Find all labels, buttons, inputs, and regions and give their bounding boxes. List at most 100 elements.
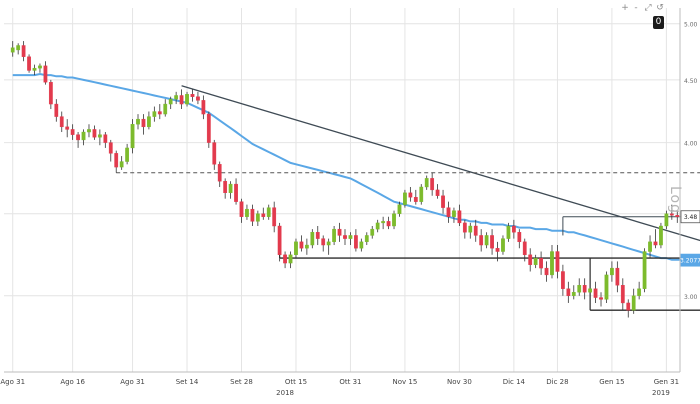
candle-down bbox=[582, 285, 587, 293]
candle-down bbox=[615, 267, 620, 286]
candle-down bbox=[343, 235, 347, 239]
candle-up bbox=[163, 103, 168, 115]
candle-down bbox=[354, 235, 358, 249]
candle-down bbox=[27, 56, 31, 71]
candle-down bbox=[462, 222, 467, 233]
candle-down bbox=[675, 215, 680, 217]
candle-up bbox=[501, 238, 505, 252]
candle-up bbox=[81, 131, 86, 141]
y-tick-label: 3.00 bbox=[684, 294, 698, 301]
candle-down bbox=[479, 235, 484, 246]
candle-down bbox=[76, 134, 80, 141]
candle-down bbox=[65, 126, 70, 130]
x-tick-label: Ott 31 bbox=[339, 378, 361, 386]
candle-down bbox=[490, 235, 494, 249]
candle-down bbox=[250, 208, 255, 222]
candle-down bbox=[108, 142, 113, 154]
candle-down bbox=[522, 241, 527, 256]
candle-up bbox=[152, 111, 157, 117]
candle-down bbox=[473, 225, 478, 236]
candle-down bbox=[599, 297, 603, 300]
y-tick-label: 4.00 bbox=[684, 141, 698, 148]
candle-down bbox=[413, 197, 418, 202]
log-scale-label[interactable]: Log bbox=[667, 186, 683, 215]
candle-up bbox=[348, 235, 353, 239]
candle-up bbox=[266, 207, 271, 217]
candle-down bbox=[669, 213, 674, 216]
candle-up bbox=[659, 225, 663, 246]
candle-down bbox=[179, 95, 184, 105]
candle-up bbox=[533, 257, 538, 265]
price-tag-label: 3.2077 bbox=[680, 258, 700, 265]
candle-up bbox=[397, 204, 402, 214]
candle-up bbox=[637, 288, 642, 296]
x-tick-label: Gen 31 bbox=[654, 378, 679, 386]
x-tick-label: Ago 31 bbox=[0, 378, 25, 386]
candle-down bbox=[620, 285, 625, 304]
candle-down bbox=[441, 195, 445, 208]
candle-up bbox=[642, 251, 647, 289]
candle-up bbox=[326, 241, 331, 246]
candle-down bbox=[70, 129, 75, 135]
candle-down bbox=[430, 178, 435, 191]
candle-up bbox=[364, 235, 369, 243]
candle-down bbox=[511, 225, 516, 233]
candle-down bbox=[457, 210, 462, 224]
x-tick-label: Ago 16 bbox=[60, 378, 85, 386]
candle-down bbox=[315, 232, 320, 239]
candle-down bbox=[321, 238, 326, 246]
candle-down bbox=[517, 232, 522, 243]
candle-down bbox=[92, 129, 97, 138]
candle-up bbox=[424, 178, 429, 188]
candle-down bbox=[157, 111, 162, 115]
zoom-out-button[interactable]: - bbox=[634, 3, 638, 13]
candle-up bbox=[10, 47, 15, 53]
candle-down bbox=[114, 153, 119, 168]
candle-up bbox=[588, 288, 593, 293]
candle-up bbox=[32, 67, 37, 71]
candle-down bbox=[283, 254, 287, 264]
candle-up bbox=[136, 118, 140, 125]
candle-down bbox=[59, 116, 64, 128]
candle-up bbox=[288, 254, 293, 264]
pan-button[interactable]: ⤢ bbox=[644, 3, 652, 13]
candle-up bbox=[610, 267, 614, 276]
candle-down bbox=[272, 207, 277, 227]
x-tick-label: Ott 15 bbox=[285, 378, 307, 386]
candle-down bbox=[555, 251, 560, 272]
candle-down bbox=[201, 100, 206, 115]
candle-down bbox=[539, 257, 543, 269]
x-tick-label: Nov 30 bbox=[447, 378, 472, 386]
annotation-layer bbox=[116, 85, 700, 311]
candle-up bbox=[506, 225, 511, 239]
candle-down bbox=[21, 45, 26, 57]
candle-up bbox=[664, 213, 669, 227]
candle-up bbox=[375, 222, 380, 230]
candle-up bbox=[332, 228, 336, 243]
candle-up bbox=[38, 65, 42, 69]
candle-down bbox=[239, 201, 244, 217]
candle-up bbox=[370, 228, 375, 236]
candle-down bbox=[593, 288, 598, 298]
candle-down bbox=[277, 225, 282, 256]
candle-down bbox=[566, 288, 571, 296]
candle-down bbox=[386, 221, 391, 227]
candle-up bbox=[16, 45, 21, 51]
candle-up bbox=[130, 124, 135, 149]
price-tag-box bbox=[680, 210, 700, 224]
zoom-in-button[interactable]: + bbox=[621, 3, 629, 13]
trendline bbox=[181, 85, 700, 242]
candle-down bbox=[190, 94, 195, 97]
candle-up bbox=[604, 274, 609, 300]
candle-down bbox=[446, 207, 451, 217]
scale-badge[interactable]: 0 bbox=[653, 16, 664, 29]
grid-layer bbox=[4, 8, 680, 372]
year-label: 2019 bbox=[652, 389, 670, 397]
reset-zoom-button[interactable]: ↺ bbox=[656, 3, 664, 13]
candle-up bbox=[97, 134, 102, 138]
candle-up bbox=[577, 285, 582, 293]
candle-down bbox=[206, 113, 211, 143]
candle-up bbox=[468, 225, 473, 233]
year-label: 2018 bbox=[276, 389, 294, 397]
